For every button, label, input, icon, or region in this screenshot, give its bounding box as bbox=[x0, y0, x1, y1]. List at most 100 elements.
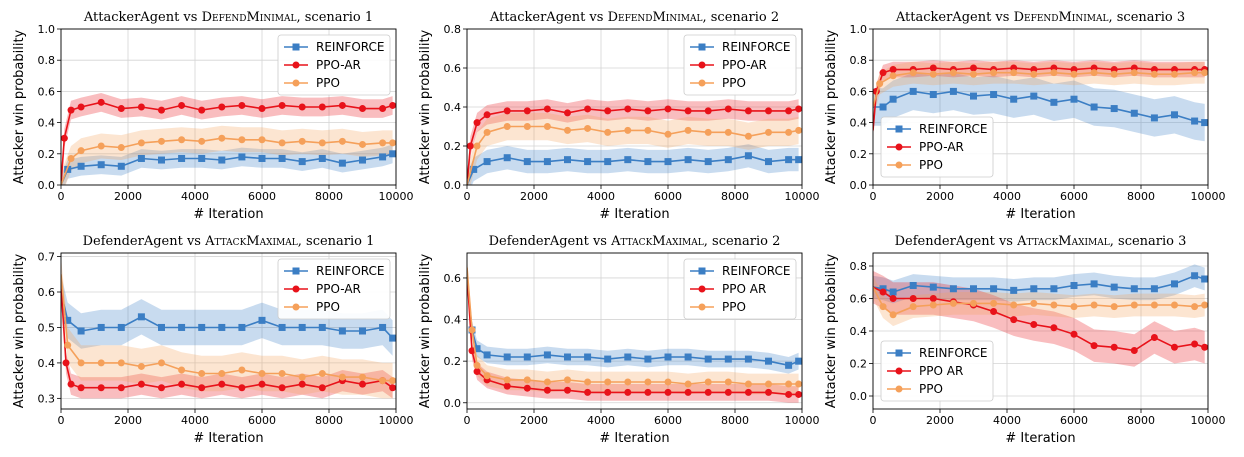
point-ppo-ar bbox=[503, 107, 511, 115]
legend-marker bbox=[895, 143, 903, 151]
point-ppo-ar bbox=[77, 103, 85, 111]
point-ppo bbox=[318, 370, 326, 378]
point-ppo bbox=[359, 140, 366, 148]
point-reinforce bbox=[704, 158, 712, 166]
y-tick-label: 0.4 bbox=[850, 117, 868, 130]
point-reinforce bbox=[117, 323, 125, 331]
point-reinforce bbox=[117, 162, 125, 170]
point-ppo-ar bbox=[338, 101, 346, 109]
point-ppo-ar bbox=[1070, 330, 1078, 338]
point-ppo bbox=[238, 136, 246, 144]
point-reinforce bbox=[1201, 275, 1208, 283]
point-reinforce bbox=[664, 353, 672, 361]
x-tick-label: 6000 bbox=[654, 414, 682, 427]
point-ppo-ar bbox=[765, 107, 772, 115]
point-ppo bbox=[218, 134, 226, 142]
x-tick-label: 4000 bbox=[993, 414, 1021, 427]
point-reinforce bbox=[77, 327, 85, 335]
point-reinforce bbox=[298, 323, 306, 331]
axes-frame bbox=[60, 252, 397, 410]
point-ppo bbox=[909, 303, 917, 311]
point-ppo bbox=[1150, 70, 1158, 78]
point-ppo bbox=[198, 137, 206, 145]
point-ppo bbox=[503, 376, 511, 384]
x-axis-label: # Iteration bbox=[1005, 207, 1075, 222]
chart-title: AttackerAgent vs DefendMinimal, scenario… bbox=[895, 10, 1185, 25]
point-ppo-ar bbox=[584, 388, 592, 396]
band-ppo-ar bbox=[61, 274, 393, 399]
y-tick-label: 0.2 bbox=[850, 358, 868, 371]
point-ppo-ar bbox=[97, 98, 105, 106]
point-ppo bbox=[604, 378, 612, 386]
band-reinforce bbox=[873, 264, 1205, 304]
legend-marker bbox=[698, 43, 706, 51]
legend-marker bbox=[895, 367, 903, 375]
point-reinforce bbox=[338, 159, 346, 167]
point-ppo-ar bbox=[238, 101, 246, 109]
point-reinforce bbox=[1010, 95, 1018, 103]
point-ppo-ar bbox=[1150, 334, 1158, 341]
point-reinforce bbox=[379, 323, 387, 331]
point-ppo-ar bbox=[1201, 343, 1208, 351]
point-reinforce bbox=[1171, 111, 1178, 119]
legend-label: PPO-AR bbox=[919, 140, 964, 154]
point-reinforce bbox=[704, 355, 712, 363]
point-ppo-ar bbox=[158, 106, 165, 114]
y-tick-label: 1.0 bbox=[850, 23, 868, 36]
point-ppo-ar bbox=[298, 380, 306, 388]
legend-marker bbox=[698, 267, 706, 275]
x-tick-label: 10000 bbox=[1191, 190, 1226, 203]
point-ppo bbox=[137, 139, 145, 147]
point-ppo-ar bbox=[298, 103, 306, 111]
point-reinforce bbox=[318, 154, 326, 162]
point-ppo-ar bbox=[624, 105, 632, 113]
point-reinforce bbox=[990, 91, 998, 99]
x-tick-label: 10000 bbox=[379, 414, 414, 427]
point-reinforce bbox=[258, 316, 266, 324]
point-ppo bbox=[970, 299, 977, 307]
y-tick-label: 0.8 bbox=[850, 260, 868, 273]
point-ppo bbox=[1201, 301, 1208, 309]
y-tick-label: 0.0 bbox=[444, 179, 462, 192]
point-reinforce bbox=[879, 103, 887, 111]
point-ppo bbox=[704, 128, 712, 136]
point-ppo-ar bbox=[785, 107, 793, 115]
point-ppo-ar bbox=[624, 388, 632, 396]
point-ppo bbox=[543, 123, 551, 130]
legend-marker bbox=[292, 61, 300, 69]
legend-marker bbox=[895, 385, 903, 393]
point-ppo-ar bbox=[523, 384, 531, 392]
y-tick-label: 0.7 bbox=[38, 251, 56, 264]
x-tick-label: 4000 bbox=[587, 190, 615, 203]
point-reinforce bbox=[785, 156, 793, 164]
point-reinforce bbox=[949, 87, 957, 95]
y-tick-label: 0.2 bbox=[850, 148, 868, 161]
x-tick-label: 8000 bbox=[315, 190, 343, 203]
point-reinforce bbox=[724, 355, 732, 363]
point-reinforce bbox=[664, 158, 672, 166]
x-tick-label: 0 bbox=[870, 190, 877, 203]
point-ppo bbox=[158, 359, 165, 367]
band-ppo bbox=[467, 112, 799, 185]
point-ppo-ar bbox=[785, 390, 793, 398]
x-tick-label: 6000 bbox=[1060, 190, 1088, 203]
point-ppo-ar bbox=[795, 390, 802, 398]
point-reinforce bbox=[765, 357, 772, 365]
legend-marker bbox=[895, 161, 903, 169]
x-tick-label: 2000 bbox=[114, 414, 142, 427]
point-ppo bbox=[724, 128, 732, 136]
x-tick-label: 6000 bbox=[248, 414, 276, 427]
point-ppo-ar bbox=[1010, 316, 1018, 324]
y-tick-label: 0.6 bbox=[38, 85, 56, 98]
point-reinforce bbox=[949, 285, 957, 293]
point-ppo-ar bbox=[604, 107, 612, 115]
point-ppo-ar bbox=[1030, 321, 1038, 328]
point-reinforce bbox=[795, 156, 802, 164]
chart-panel-1: 0 2000 4000 6000 8000 10000 0.0 0.2 0.4 0.6 0.8 1.0… bbox=[12, 10, 414, 222]
legend-marker bbox=[698, 79, 706, 87]
y-tick-label: 0.5 bbox=[38, 321, 56, 334]
y-tick-label: 0.8 bbox=[38, 54, 56, 67]
point-ppo-ar bbox=[879, 288, 887, 296]
legend-label: REINFORCE bbox=[919, 122, 987, 136]
x-tick-label: 4000 bbox=[587, 414, 615, 427]
